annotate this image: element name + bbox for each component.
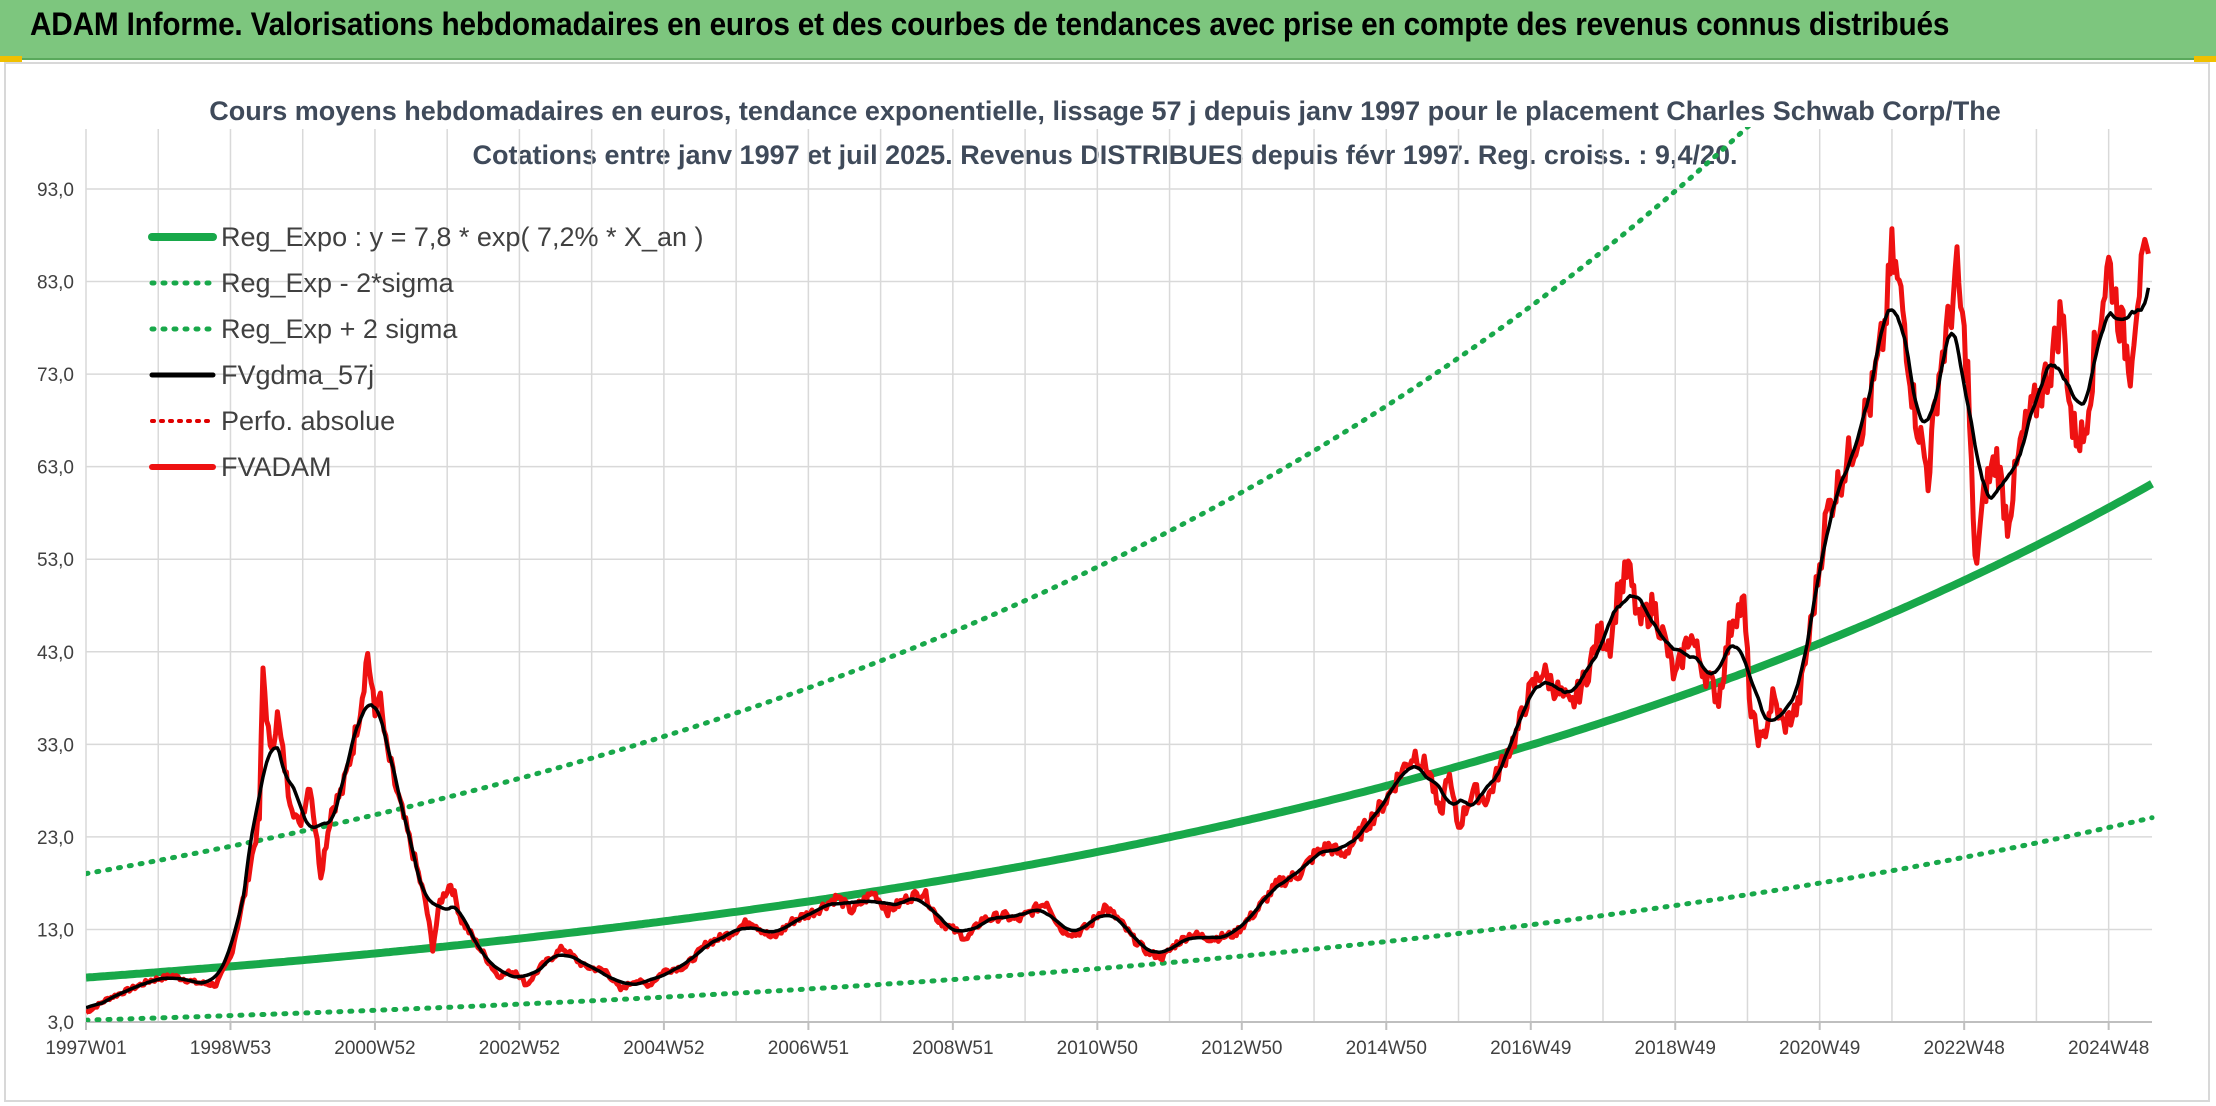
y-tick-label: 93,0	[37, 180, 74, 201]
x-tick-label: 2008W51	[912, 1038, 993, 1059]
corner-mark-left	[0, 56, 22, 62]
y-tick-label: 13,0	[37, 920, 74, 941]
series-reg-low	[86, 815, 2155, 1022]
legend-label-perfo: Perfo. absolue	[221, 406, 395, 436]
x-tick-label: 2010W50	[1057, 1038, 1138, 1059]
legend: Reg_Expo : y = 7,8 * exp( 7,2% * X_an ) R…	[148, 222, 704, 482]
series-gdma	[86, 287, 2151, 1010]
chart-frame	[4, 62, 2210, 1102]
y-tick-label: 83,0	[37, 273, 74, 294]
corner-mark-right	[2194, 56, 2216, 62]
x-tick-label: 2000W52	[334, 1038, 415, 1059]
y-tick-label: 63,0	[37, 458, 74, 479]
legend-label-reg_high: Reg_Exp + 2 sigma	[221, 314, 458, 344]
x-tick-label: 1997W01	[45, 1038, 126, 1059]
x-tick-label: 2018W49	[1635, 1038, 1716, 1059]
legend-label-reg_low: Reg_Exp - 2*sigma	[221, 268, 455, 298]
axis-layer: 3,0 13,0 23,0 33,0 43,0 53,0 63,0 73,0 83,0 93,0 1…	[37, 180, 2152, 1059]
series-fvadam	[86, 226, 2151, 1015]
legend-label-reg: Reg_Expo : y = 7,8 * exp( 7,2% * X_an )	[221, 222, 704, 252]
chart-title: Cours moyens hebdomadaires en euros, ten…	[209, 96, 2001, 126]
x-tick-label: 2012W50	[1201, 1038, 1282, 1059]
x-tick-label: 2020W49	[1779, 1038, 1860, 1059]
x-tick-label: 2014W50	[1346, 1038, 1427, 1059]
x-tick-label: 2002W52	[479, 1038, 560, 1059]
chart-subtitle: Cotations entre janv 1997 et juil 2025. …	[473, 140, 1738, 170]
x-tick-label: 2022W48	[1924, 1038, 2005, 1059]
x-tick-label: 2016W49	[1490, 1038, 1571, 1059]
page-title: ADAM Informe. Valorisations hebdomadaire…	[30, 6, 1950, 42]
series-reg-expo	[86, 480, 2154, 982]
header-bar: ADAM Informe. Valorisations hebdomadaire…	[0, 0, 2216, 60]
x-tick-label: 2024W48	[2068, 1038, 2149, 1059]
series-reg-high	[86, 127, 1752, 877]
x-tick-label: 1998W53	[190, 1038, 271, 1059]
x-tick-label: 2004W52	[623, 1038, 704, 1059]
x-tick-label: 2006W51	[768, 1038, 849, 1059]
y-tick-label: 43,0	[37, 643, 74, 664]
y-tick-label: 73,0	[37, 365, 74, 386]
legend-label-fvadam: FVADAM	[221, 452, 332, 482]
y-tick-label: 23,0	[37, 828, 74, 849]
y-tick-label: 3,0	[48, 1013, 74, 1034]
y-tick-label: 53,0	[37, 550, 74, 571]
grid-layer	[85, 129, 2152, 1023]
legend-label-gdma: FVgdma_57j	[221, 360, 374, 390]
y-tick-label: 33,0	[37, 735, 74, 756]
series-layer	[86, 127, 2155, 1022]
